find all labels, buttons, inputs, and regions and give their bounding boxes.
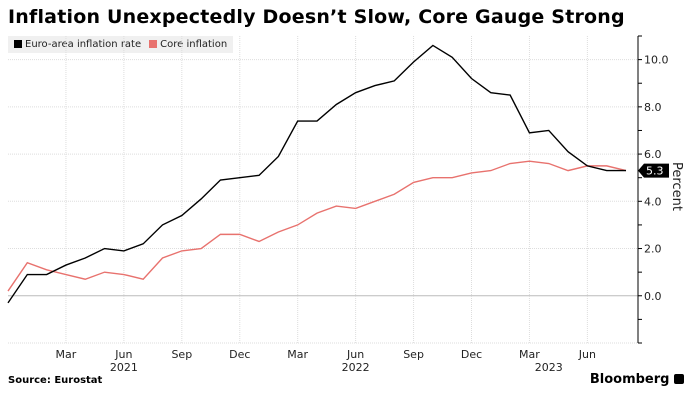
y-tick-label: 10.0: [644, 54, 669, 67]
chart-title: Inflation Unexpectedly Doesn’t Slow, Cor…: [8, 6, 625, 28]
legend-item-core: Core inflation: [149, 39, 227, 50]
x-tick-label: Mar: [56, 348, 77, 361]
brand-text: Bloomberg: [589, 372, 670, 387]
x-tick-label: Mar: [287, 348, 308, 361]
y-tick-label: 2.0: [644, 243, 662, 256]
legend-label: Core inflation: [160, 39, 228, 50]
source-note: Source: Eurostat: [8, 375, 103, 386]
legend-label: Euro-area inflation rate: [25, 39, 142, 50]
legend-swatch-red: [149, 40, 158, 48]
legend-item-euro: Euro-area inflation rate: [14, 39, 141, 50]
x-tick-label: Dec: [461, 348, 482, 361]
series-line-core: [7, 160, 627, 292]
y-axis-label: Percent: [669, 162, 684, 211]
bloomberg-chart-icon: [674, 374, 684, 384]
x-year-label: 2023: [535, 361, 563, 374]
x-tick-label: Jun: [114, 348, 132, 361]
legend-swatch-black: [14, 40, 22, 48]
y-tick-label: 8.0: [644, 101, 662, 114]
x-year-label: 2022: [342, 361, 370, 374]
x-tick-label: Dec: [229, 348, 250, 361]
series-line-euro-area: [7, 44, 626, 304]
legend: Euro-area inflation rate Core inflation: [8, 36, 234, 53]
x-tick-label: Jun: [346, 348, 364, 361]
y-tick-label: 4.0: [644, 195, 662, 208]
x-tick-label: Sep: [403, 348, 424, 361]
x-tick-label: Mar: [519, 348, 540, 361]
x-tick-label: Jun: [578, 348, 596, 361]
last-value-label: 5.3: [646, 165, 664, 178]
y-tick-label: 6.0: [644, 148, 662, 161]
y-tick-label: 0.0: [644, 290, 662, 303]
last-value-tag: [638, 163, 669, 178]
x-tick-label: Sep: [171, 348, 192, 361]
bloomberg-logo: Bloomberg: [590, 372, 684, 387]
x-year-label: 2021: [110, 361, 138, 374]
